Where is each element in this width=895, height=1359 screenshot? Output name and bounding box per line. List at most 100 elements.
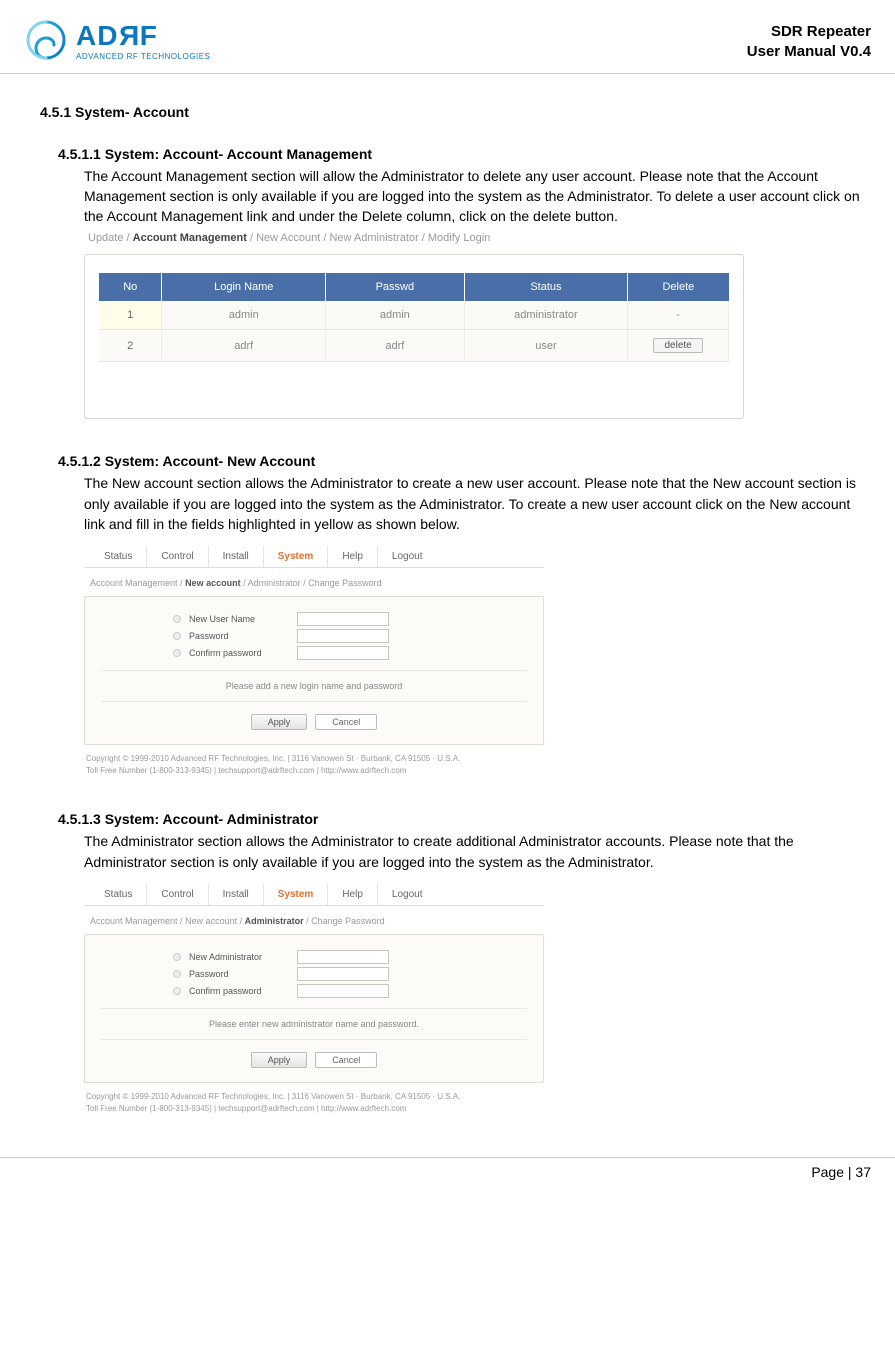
logo-swirl-icon xyxy=(24,18,68,62)
button-row: Apply Cancel xyxy=(101,712,527,730)
delete-button[interactable]: delete xyxy=(653,338,702,353)
row-confirm: Confirm password xyxy=(173,984,527,998)
tab-bar: Status Control Install System Help Logou… xyxy=(84,878,544,906)
label-password: Password xyxy=(189,969,297,979)
cell-delete: delete xyxy=(628,330,729,362)
label-new-admin: New Administrator xyxy=(189,952,297,962)
bc-active[interactable]: Administrator xyxy=(245,916,304,926)
bullet-icon xyxy=(173,615,181,623)
bc-pre: Account Management / xyxy=(90,578,185,588)
bc-active[interactable]: Account Management xyxy=(133,232,247,244)
tab-help[interactable]: Help xyxy=(328,884,378,905)
tab-control[interactable]: Control xyxy=(147,546,208,567)
label-confirm: Confirm password xyxy=(189,648,297,658)
confirm-password-input[interactable] xyxy=(297,984,389,998)
copyright-line1: Copyright © 1999-2010 Advanced RF Techno… xyxy=(86,1091,544,1103)
bullet-icon xyxy=(173,970,181,978)
doc-title-line1: SDR Repeater xyxy=(747,22,871,42)
tab-bar: Status Control Install System Help Logou… xyxy=(84,540,544,568)
label-confirm: Confirm password xyxy=(189,986,297,996)
cell-login: admin xyxy=(162,301,326,330)
bc-pre: Update / xyxy=(88,232,133,244)
row-new-user: New User Name xyxy=(173,612,527,626)
row-new-admin: New Administrator xyxy=(173,950,527,964)
cancel-button[interactable]: Cancel xyxy=(315,1052,377,1068)
label-new-user: New User Name xyxy=(189,614,297,624)
new-admin-input[interactable] xyxy=(297,950,389,964)
cell-status: administrator xyxy=(464,301,628,330)
tab-status[interactable]: Status xyxy=(90,884,147,905)
section-4513-body: The Administrator section allows the Adm… xyxy=(84,831,863,872)
help-message: Please enter new administrator name and … xyxy=(101,1019,527,1029)
screenshot-administrator: Status Control Install System Help Logou… xyxy=(84,878,544,1115)
administrator-panel: New Administrator Password Confirm passw… xyxy=(84,934,544,1083)
th-no: No xyxy=(99,273,162,301)
cell-status: user xyxy=(464,330,628,362)
bullet-icon xyxy=(173,987,181,995)
ss1-breadcrumb: Update / Account Management / New Accoun… xyxy=(88,232,744,244)
copyright-line2: Toll Free Number (1-800-313-9345) | tech… xyxy=(86,765,544,777)
section-451-title: 4.5.1 System- Account xyxy=(40,104,863,120)
tab-help[interactable]: Help xyxy=(328,546,378,567)
section-4511-body: The Account Management section will allo… xyxy=(84,166,863,227)
th-status: Status xyxy=(464,273,628,301)
tab-install[interactable]: Install xyxy=(209,546,264,567)
tab-logout[interactable]: Logout xyxy=(378,546,437,567)
account-table: No Login Name Passwd Status Delete 1 adm… xyxy=(99,273,729,362)
bc-post: / Administrator / Change Password xyxy=(241,578,382,588)
section-4512-title: 4.5.1.2 System: Account- New Account xyxy=(58,453,863,469)
tab-status[interactable]: Status xyxy=(90,546,147,567)
apply-button[interactable]: Apply xyxy=(251,1052,308,1068)
logo-wordmark: ADRF xyxy=(76,20,210,52)
copyright-block: Copyright © 1999-2010 Advanced RF Techno… xyxy=(86,753,544,777)
ss2-breadcrumb: Account Management / New account / Admin… xyxy=(84,568,544,596)
bc-active[interactable]: New account xyxy=(185,578,241,588)
section-4513-title: 4.5.1.3 System: Account- Administrator xyxy=(58,811,863,827)
row-password: Password xyxy=(173,967,527,981)
tab-control[interactable]: Control xyxy=(147,884,208,905)
confirm-password-input[interactable] xyxy=(297,646,389,660)
page-header: ADRF ADVANCED RF TECHNOLOGIES SDR Repeat… xyxy=(0,0,895,74)
screenshot-account-mgmt: Update / Account Management / New Accoun… xyxy=(84,232,744,419)
ss3-breadcrumb: Account Management / New account / Admin… xyxy=(84,906,544,934)
bullet-icon xyxy=(173,632,181,640)
th-delete: Delete xyxy=(628,273,729,301)
row-password: Password xyxy=(173,629,527,643)
page-number: Page | 37 xyxy=(811,1164,871,1180)
table-row: 1 admin admin administrator - xyxy=(99,301,729,330)
copyright-block: Copyright © 1999-2010 Advanced RF Techno… xyxy=(86,1091,544,1115)
cell-passwd: adrf xyxy=(326,330,464,362)
account-table-panel: No Login Name Passwd Status Delete 1 adm… xyxy=(84,254,744,419)
tab-system[interactable]: System xyxy=(264,884,329,905)
cancel-button[interactable]: Cancel xyxy=(315,714,377,730)
button-row: Apply Cancel xyxy=(101,1050,527,1068)
cell-no: 2 xyxy=(99,330,162,362)
table-row: 2 adrf adrf user delete xyxy=(99,330,729,362)
help-message: Please add a new login name and password xyxy=(101,681,527,691)
new-account-panel: New User Name Password Confirm password … xyxy=(84,596,544,745)
section-4512-body: The New account section allows the Admin… xyxy=(84,473,863,534)
tab-install[interactable]: Install xyxy=(209,884,264,905)
cell-no: 1 xyxy=(99,301,162,330)
password-input[interactable] xyxy=(297,629,389,643)
logo-block: ADRF ADVANCED RF TECHNOLOGIES xyxy=(24,18,210,62)
th-login: Login Name xyxy=(162,273,326,301)
tab-system[interactable]: System xyxy=(264,546,329,567)
bullet-icon xyxy=(173,953,181,961)
password-input[interactable] xyxy=(297,967,389,981)
cell-delete: - xyxy=(628,301,729,330)
copyright-line1: Copyright © 1999-2010 Advanced RF Techno… xyxy=(86,753,544,765)
page-footer: Page | 37 xyxy=(0,1157,895,1186)
bc-post: / New Account / New Administrator / Modi… xyxy=(247,232,490,244)
section-4511-title: 4.5.1.1 System: Account- Account Managem… xyxy=(58,146,863,162)
new-user-input[interactable] xyxy=(297,612,389,626)
logo-subtitle: ADVANCED RF TECHNOLOGIES xyxy=(76,52,210,61)
apply-button[interactable]: Apply xyxy=(251,714,308,730)
bc-post: / Change Password xyxy=(304,916,385,926)
tab-logout[interactable]: Logout xyxy=(378,884,437,905)
doc-title-block: SDR Repeater User Manual V0.4 xyxy=(747,18,871,63)
cell-login: adrf xyxy=(162,330,326,362)
doc-title-line2: User Manual V0.4 xyxy=(747,42,871,62)
copyright-line2: Toll Free Number (1-800-313-9345) | tech… xyxy=(86,1103,544,1115)
screenshot-new-account: Status Control Install System Help Logou… xyxy=(84,540,544,777)
